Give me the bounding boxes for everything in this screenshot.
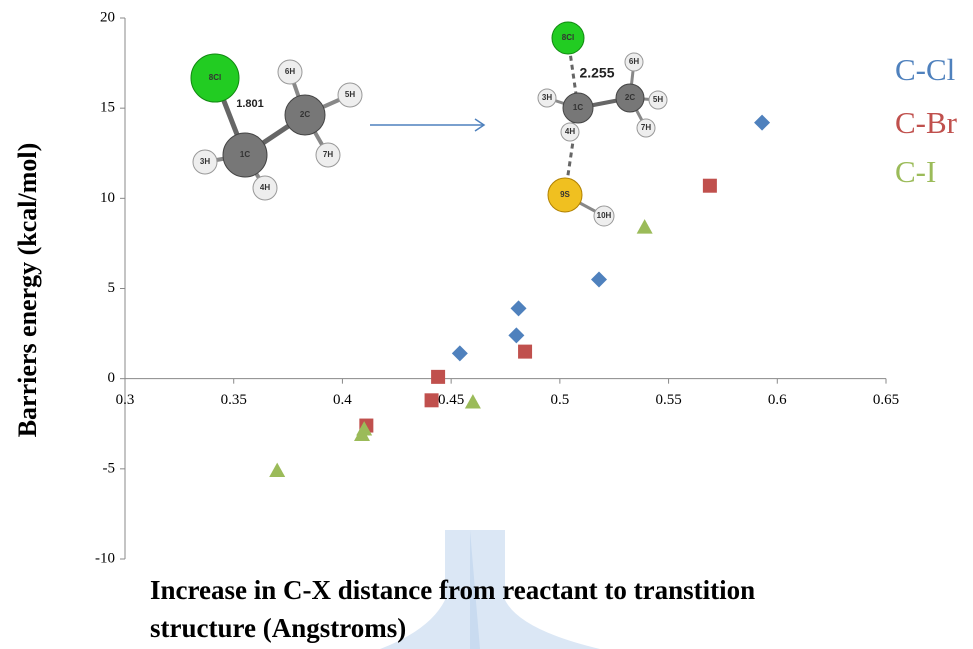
point bbox=[591, 271, 607, 287]
y-tick-label: 0 bbox=[108, 370, 116, 386]
y-tick-label: 5 bbox=[108, 280, 116, 296]
transition-molecule: 8Cl 6H 2C 5H 3H 1C 4H 7H 9S 10H 2.255 bbox=[538, 22, 667, 226]
atom-label: 9S bbox=[560, 190, 570, 199]
point bbox=[452, 345, 468, 361]
bond-length: 1.801 bbox=[236, 98, 264, 110]
point bbox=[637, 219, 653, 233]
point bbox=[425, 393, 439, 407]
y-tick-label: -5 bbox=[103, 460, 116, 476]
atom-label: 10H bbox=[597, 211, 612, 220]
atom-label: 5H bbox=[653, 95, 663, 104]
atom-label: 1C bbox=[240, 150, 250, 159]
x-axis-label: structure (Angstroms) bbox=[150, 613, 406, 643]
y-tick-label: 15 bbox=[100, 100, 115, 116]
atom-label: 4H bbox=[565, 127, 575, 136]
x-tick-label: 0.5 bbox=[550, 392, 569, 408]
legend-entry: C-I bbox=[895, 154, 936, 189]
atom-label: 2C bbox=[300, 110, 310, 119]
atom-label: 6H bbox=[629, 57, 639, 66]
x-tick-label: 0.4 bbox=[333, 392, 352, 408]
bond-length: 2.255 bbox=[579, 65, 614, 81]
point bbox=[465, 394, 481, 408]
point bbox=[508, 327, 524, 343]
y-tick-label: -10 bbox=[95, 550, 115, 566]
point bbox=[511, 300, 527, 316]
point bbox=[269, 463, 285, 477]
x-tick-label: 0.6 bbox=[768, 392, 787, 408]
atom-label: 1C bbox=[573, 103, 583, 112]
atom-label: 4H bbox=[260, 183, 270, 192]
x-tick-label: 0.65 bbox=[873, 392, 899, 408]
atom-label: 2C bbox=[625, 93, 635, 102]
legend-entry: C-Br bbox=[895, 105, 958, 140]
atom-label: 8Cl bbox=[562, 33, 574, 42]
x-tick-label: 0.3 bbox=[116, 392, 135, 408]
atom-label: 8Cl bbox=[209, 73, 221, 82]
point bbox=[754, 115, 770, 131]
point bbox=[431, 370, 445, 384]
y-tick-label: 20 bbox=[100, 9, 115, 25]
chart: 8Cl 6H 2C 5H 1C 3H 4H 7H 1.801 8Cl 6H 2C… bbox=[0, 0, 973, 649]
atom-label: 5H bbox=[345, 90, 355, 99]
y-tick-label: 10 bbox=[100, 190, 115, 206]
x-tick-label: 0.55 bbox=[655, 392, 681, 408]
x-axis-label: Increase in C-X distance from reactant t… bbox=[150, 575, 755, 605]
point bbox=[518, 345, 532, 359]
atom-label: 7H bbox=[323, 150, 333, 159]
reactant-molecule: 8Cl 6H 2C 5H 1C 3H 4H 7H 1.801 bbox=[191, 54, 362, 200]
atom-label: 3H bbox=[542, 93, 552, 102]
atom-label: 6H bbox=[285, 67, 295, 76]
point bbox=[703, 179, 717, 193]
x-tick-label: 0.45 bbox=[438, 392, 464, 408]
x-tick-label: 0.35 bbox=[221, 392, 247, 408]
atom-label: 3H bbox=[200, 157, 210, 166]
legend-entry: C-Cl bbox=[895, 52, 955, 87]
y-axis-label: Barriers energy (kcal/mol) bbox=[13, 143, 42, 438]
atom-label: 7H bbox=[641, 123, 651, 132]
